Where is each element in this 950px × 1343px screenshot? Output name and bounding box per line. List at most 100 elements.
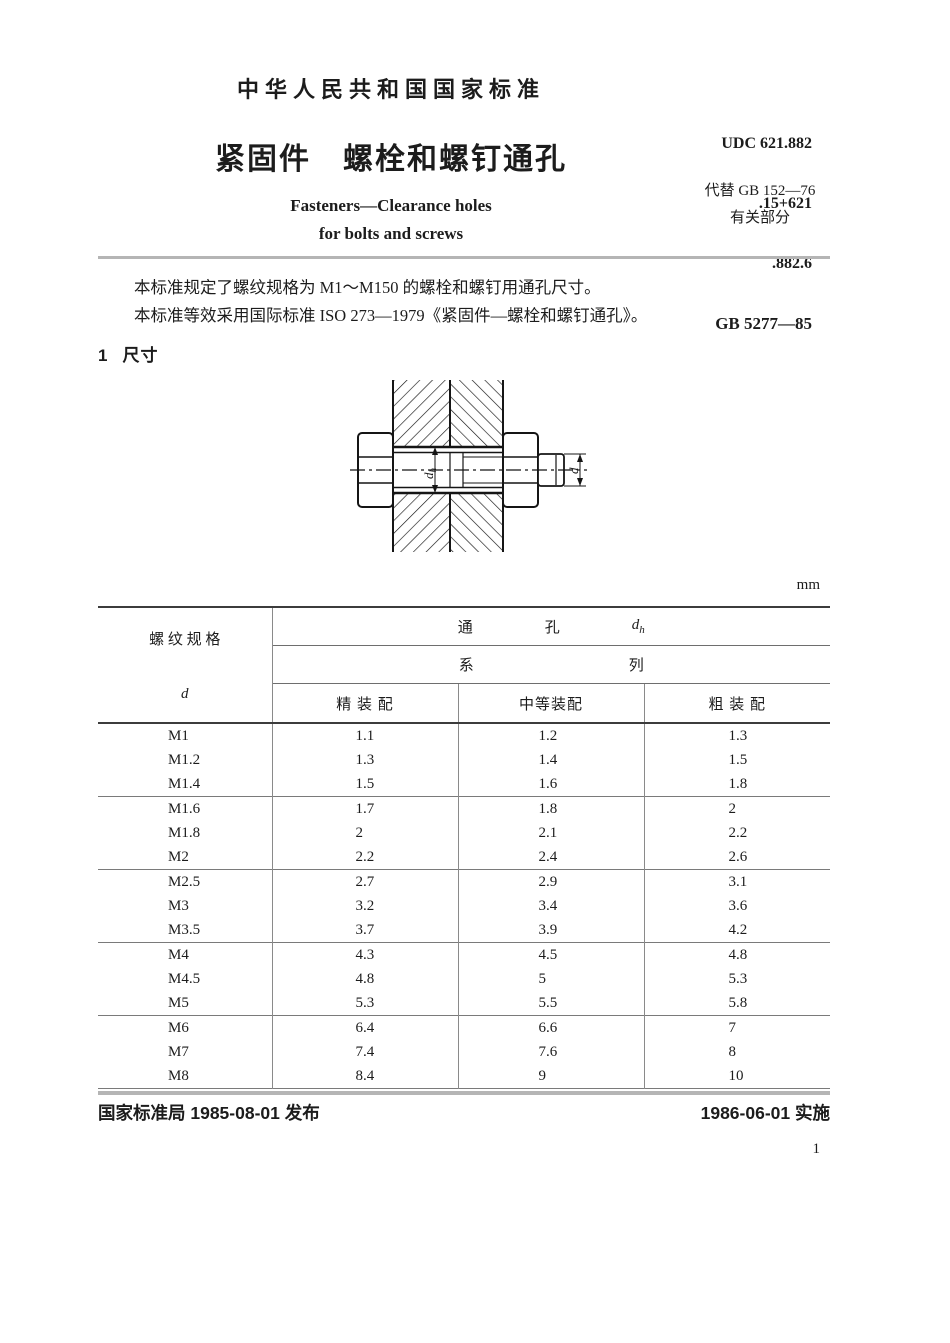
cell-value: 1.6 bbox=[538, 775, 558, 792]
cell-value: 2.6 bbox=[728, 848, 748, 865]
cell-value: 1.5 bbox=[355, 775, 375, 792]
cell-value: 6.6 bbox=[538, 1019, 558, 1036]
cell-value: 3.7 bbox=[355, 921, 375, 938]
table-row: M4 4.3 4.5 4.8 bbox=[98, 942, 831, 967]
cell-value: 1.3 bbox=[355, 751, 375, 768]
cell-value: 3.2 bbox=[355, 897, 375, 914]
thread-spec-cell: M1 bbox=[98, 723, 273, 748]
left-plate-upper-hatch bbox=[393, 380, 450, 447]
cell-value: 1.2 bbox=[538, 727, 558, 744]
national-standard-heading: 中华人民共和国国家标准 bbox=[236, 77, 545, 102]
hole-diameter-cell: 10 bbox=[644, 1064, 830, 1089]
implemented-text: 1986-06-01 实施 bbox=[700, 1103, 830, 1123]
cell-value: 3.1 bbox=[728, 873, 748, 890]
table-row: M8 8.4 9 10 bbox=[98, 1064, 830, 1089]
table-body: M1 1.1 1.2 1.3 M1.2 1.3 1.4 1.5 M1.4 1.5 1.6 1.8 M1.… bbox=[98, 723, 831, 1089]
cell-value: 5.5 bbox=[538, 994, 558, 1011]
cell-value: 1.3 bbox=[728, 727, 748, 744]
hole-diameter-cell: 7 bbox=[644, 1015, 831, 1040]
series-header-cell: 系 列 bbox=[272, 645, 831, 684]
fit-header-medium: 中等装配 bbox=[458, 683, 645, 724]
hole-diameter-cell: 3.1 bbox=[644, 869, 831, 894]
cell-value: 2.2 bbox=[355, 848, 375, 865]
hole-diameter-cell: 4.2 bbox=[644, 918, 830, 943]
cell-value: 2.7 bbox=[355, 873, 375, 890]
table-row: M2.5 2.7 2.9 3.1 bbox=[98, 869, 831, 894]
table-row: M1 1.1 1.2 1.3 bbox=[98, 723, 830, 748]
intro-paragraph-1: 本标准规定了螺纹规格为 M1～M150 的螺栓和螺钉用通孔尺寸。 bbox=[134, 278, 601, 297]
hole-diameter-cell: 8.4 bbox=[272, 1064, 459, 1089]
thread-spec-cell: M1.4 bbox=[98, 772, 273, 797]
table-row: M1.2 1.3 1.4 1.5 bbox=[98, 748, 830, 772]
table-row: M7 7.4 7.6 8 bbox=[98, 1040, 830, 1064]
hole-diameter-cell: 3.9 bbox=[458, 918, 645, 943]
hole-diameter-cell: 2 bbox=[272, 821, 459, 845]
table-row: M5 5.3 5.5 5.8 bbox=[98, 991, 830, 1016]
cell-value: M2.5 bbox=[168, 873, 201, 890]
table-row: M3.5 3.7 3.9 4.2 bbox=[98, 918, 830, 943]
udc-line3: .882.6 bbox=[772, 255, 812, 272]
page-number: 1 bbox=[812, 1141, 821, 1157]
cell-value: 8.4 bbox=[355, 1067, 375, 1084]
table-row: M4.5 4.8 5 5.3 bbox=[98, 967, 830, 991]
hole-diameter-cell: 4.3 bbox=[272, 942, 459, 967]
hole-diameter-cell: 4.8 bbox=[644, 942, 831, 967]
cell-value: 1.8 bbox=[538, 800, 558, 817]
cell-value: 7 bbox=[728, 1019, 737, 1036]
thread-spec-header-cell: 螺 纹 规 格 d bbox=[98, 607, 273, 724]
cell-value: 5.3 bbox=[355, 994, 375, 1011]
thread-spec-cell: M5 bbox=[98, 991, 273, 1016]
cell-value: 3.6 bbox=[728, 897, 748, 914]
hole-diameter-cell: 7.6 bbox=[458, 1040, 645, 1064]
hole-diameter-cell: 3.2 bbox=[272, 894, 459, 918]
udc-line1: UDC 621.882 bbox=[721, 135, 812, 152]
cell-value: M7 bbox=[168, 1043, 189, 1060]
footer-row: 国家标准局 1985-08-01 发布 1986-06-01 实施 bbox=[98, 1100, 830, 1125]
cell-value: 4.2 bbox=[728, 921, 748, 938]
hole-diameter-cell: 2.7 bbox=[272, 869, 459, 894]
hole-diameter-cell: 3.7 bbox=[272, 918, 459, 943]
cell-value: 3.9 bbox=[538, 921, 558, 938]
cell-value: M3 bbox=[168, 897, 189, 914]
hole-diameter-cell: 5.5 bbox=[458, 991, 645, 1016]
footer-divider bbox=[98, 1091, 830, 1095]
replaces-note: 代替 GB 152—76 有关部分 bbox=[700, 178, 820, 232]
cell-value: 5.3 bbox=[728, 970, 748, 987]
hole-diameter-cell: 4.8 bbox=[272, 967, 459, 991]
thread-spec-cell: M2 bbox=[98, 845, 273, 870]
hole-diameter-cell: 5 bbox=[458, 967, 645, 991]
left-plate-lower-hatch bbox=[393, 493, 450, 552]
hole-diameter-cell: 3.6 bbox=[644, 894, 830, 918]
hole-diameter-cell: 2.2 bbox=[272, 845, 459, 870]
udc-line2: .15+621 bbox=[758, 195, 812, 212]
cell-value: 2.9 bbox=[538, 873, 558, 890]
hole-diameter-cell: 5.3 bbox=[272, 991, 459, 1016]
section-1-heading: 1 尺寸 bbox=[98, 341, 158, 366]
thread-spec-cell: M1.6 bbox=[98, 796, 273, 821]
thread-spec-cell: M3 bbox=[98, 894, 273, 918]
cell-value: 7.6 bbox=[538, 1043, 558, 1060]
cell-value: M2 bbox=[168, 848, 189, 865]
dh-symbol-label: dh bbox=[631, 617, 645, 636]
right-plate-upper-hatch bbox=[450, 380, 503, 447]
hole-diameter-cell: 2.4 bbox=[458, 845, 645, 870]
hole-diameter-cell: 1.3 bbox=[272, 748, 459, 772]
hole-diameter-cell: 2 bbox=[644, 796, 831, 821]
cell-value: 1.1 bbox=[355, 727, 375, 744]
cell-value: M6 bbox=[168, 1019, 189, 1036]
cell-value: 7.4 bbox=[355, 1043, 375, 1060]
cell-value: 1.4 bbox=[538, 751, 558, 768]
fit-header-coarse: 粗 装 配 bbox=[644, 683, 831, 724]
hole-diameter-cell: 1.8 bbox=[458, 796, 645, 821]
through-hole-header-cell: 通 孔 dh bbox=[272, 607, 831, 646]
hole-diameter-cell: 2.6 bbox=[644, 845, 830, 870]
cell-value: M1.4 bbox=[168, 775, 201, 792]
hole-diameter-cell: 2.9 bbox=[458, 869, 645, 894]
thread-spec-cell: M8 bbox=[98, 1064, 273, 1089]
cell-value: M1 bbox=[168, 727, 189, 744]
intro-paragraph-2: 本标准等效采用国际标准 ISO 273—1979《紧固件—螺栓和螺钉通孔》。 bbox=[134, 306, 648, 325]
cell-value: M4 bbox=[168, 946, 189, 963]
table-row: M2 2.2 2.4 2.6 bbox=[98, 845, 830, 870]
thread-spec-cell: M4 bbox=[98, 942, 273, 967]
table-row: M1.6 1.7 1.8 2 bbox=[98, 796, 831, 821]
